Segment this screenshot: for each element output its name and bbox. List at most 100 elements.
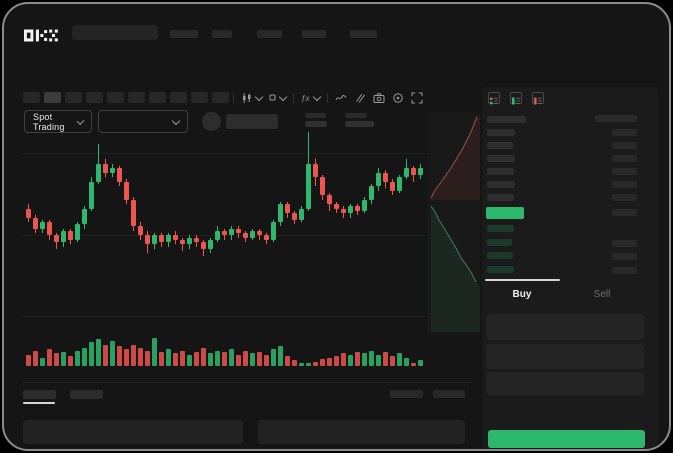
depth-chart[interactable] xyxy=(427,112,480,332)
candle-body xyxy=(397,177,402,191)
tab-sell[interactable]: Sell xyxy=(593,289,611,300)
candle-body xyxy=(404,168,409,178)
sell-amount-bar xyxy=(612,181,637,188)
candlestick-chart[interactable] xyxy=(22,110,426,334)
nav-item[interactable] xyxy=(170,30,198,38)
volume-bar xyxy=(75,350,80,366)
candle-body xyxy=(264,235,269,240)
trade-input-field[interactable] xyxy=(486,314,644,340)
volume-bar xyxy=(166,349,171,366)
nav-item[interactable] xyxy=(212,30,232,38)
volume-bar xyxy=(278,346,283,366)
sell-amount-bar xyxy=(612,194,637,201)
sell-price-bar[interactable] xyxy=(487,155,515,162)
buy-price-bar[interactable] xyxy=(487,238,512,246)
candle-body xyxy=(327,195,332,205)
buy-submit-button[interactable] xyxy=(488,430,645,448)
sell-price-bar[interactable] xyxy=(487,142,513,149)
draw-icon[interactable] xyxy=(354,92,366,104)
volume-bar xyxy=(229,349,234,366)
timeframe-button[interactable] xyxy=(86,92,103,103)
bottom-action-pill[interactable] xyxy=(433,390,465,398)
volume-bar xyxy=(236,354,241,366)
last-price-bar[interactable] xyxy=(486,207,524,219)
timeframe-button[interactable] xyxy=(107,92,124,103)
sell-amount-bar xyxy=(612,129,637,136)
candle-body xyxy=(236,228,241,234)
trade-input-field[interactable] xyxy=(486,344,644,369)
orderbook-view-combined-icon[interactable] xyxy=(488,92,500,105)
pair-selector-dropdown[interactable] xyxy=(98,110,188,133)
summary-box[interactable] xyxy=(258,420,465,444)
timeframe-button[interactable] xyxy=(170,92,187,103)
bottom-action-pill[interactable] xyxy=(390,390,423,398)
candle-body xyxy=(341,208,346,214)
bottom-tab[interactable] xyxy=(23,390,56,399)
divider xyxy=(327,93,329,103)
timeframe-button[interactable] xyxy=(191,92,208,103)
volume-bar xyxy=(145,350,150,366)
buy-price-bar[interactable] xyxy=(487,252,513,259)
candle-body xyxy=(194,237,199,243)
buy-price-bar[interactable] xyxy=(487,225,514,232)
candle-body xyxy=(215,230,220,240)
timeframe-button[interactable] xyxy=(149,92,166,103)
summary-box[interactable] xyxy=(23,420,243,444)
volume-bar xyxy=(250,353,255,366)
top-navbar xyxy=(2,2,671,52)
candle-body xyxy=(348,206,353,214)
last-price-amount-bar xyxy=(612,209,637,216)
sell-price-bar[interactable] xyxy=(487,168,514,175)
nav-item[interactable] xyxy=(257,30,282,38)
volume-bar xyxy=(362,353,367,366)
trade-input-field[interactable] xyxy=(486,372,644,395)
orderbook-view-buys-icon[interactable] xyxy=(510,92,522,105)
volume-bar xyxy=(334,356,339,366)
volume-bar xyxy=(243,350,248,366)
volume-bar xyxy=(215,350,220,366)
timeframe-button[interactable] xyxy=(23,92,40,103)
candle-body xyxy=(145,235,150,245)
chevron-down-icon xyxy=(254,92,264,102)
candle-body xyxy=(33,217,38,229)
buy-price-bar[interactable] xyxy=(487,265,514,273)
sell-price-bar[interactable] xyxy=(487,129,515,136)
divider xyxy=(293,93,294,103)
candle-body xyxy=(285,204,290,214)
wave-icon[interactable] xyxy=(335,93,347,103)
volume-bar xyxy=(124,349,129,366)
screenshot-icon[interactable] xyxy=(373,92,385,104)
candle-body xyxy=(68,230,73,240)
divider xyxy=(233,93,234,103)
candle-body xyxy=(229,228,234,236)
buy-amount-bar xyxy=(612,253,637,260)
timeframe-button[interactable] xyxy=(44,92,61,103)
bottom-tab[interactable] xyxy=(70,390,103,399)
market-type-dropdown[interactable]: Spot Trading xyxy=(24,110,92,133)
volume-bar xyxy=(33,350,38,366)
candle-body xyxy=(103,163,108,173)
candle-body xyxy=(82,208,87,225)
candle-body xyxy=(54,235,59,243)
candle-body xyxy=(334,204,339,209)
timeframe-button[interactable] xyxy=(128,92,145,103)
tab-buy[interactable]: Buy xyxy=(512,289,532,300)
candle-body xyxy=(166,235,171,243)
sell-price-bar[interactable] xyxy=(487,194,514,201)
candle-body xyxy=(180,239,185,245)
nav-item[interactable] xyxy=(302,30,326,38)
record-icon[interactable] xyxy=(392,92,404,104)
search-input[interactable] xyxy=(72,25,158,40)
indicators-icon[interactable]: ƒx xyxy=(301,92,322,103)
fullscreen-icon[interactable] xyxy=(411,92,423,104)
chart-type-icon[interactable] xyxy=(241,92,264,104)
volume-bar xyxy=(194,352,199,366)
compare-icon[interactable] xyxy=(269,92,288,102)
timeframe-button[interactable] xyxy=(212,92,229,103)
sell-price-bar[interactable] xyxy=(487,181,515,188)
nav-item[interactable] xyxy=(350,30,377,38)
timeframe-button[interactable] xyxy=(65,92,82,103)
volume-bar xyxy=(47,349,52,366)
orderbook-view-sells-icon[interactable] xyxy=(532,92,544,105)
